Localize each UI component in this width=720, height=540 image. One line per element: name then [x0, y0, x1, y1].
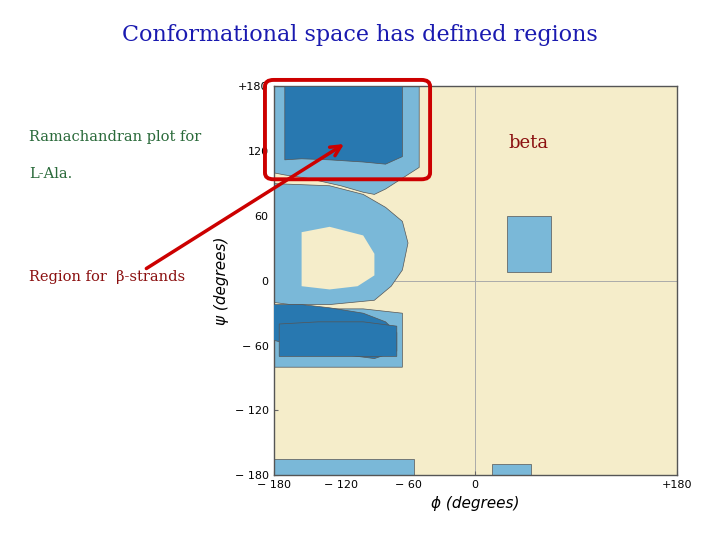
Polygon shape — [302, 227, 374, 289]
Polygon shape — [285, 86, 402, 164]
Text: Region for  β-strands: Region for β-strands — [29, 270, 185, 284]
Y-axis label: ψ (degrees): ψ (degrees) — [214, 237, 229, 325]
X-axis label: ϕ (degrees): ϕ (degrees) — [431, 496, 519, 511]
Polygon shape — [492, 464, 531, 475]
Polygon shape — [274, 184, 408, 305]
Text: L-Ala.: L-Ala. — [29, 167, 72, 181]
Polygon shape — [274, 86, 419, 194]
Text: Ramachandran plot for: Ramachandran plot for — [29, 130, 201, 144]
Polygon shape — [274, 459, 413, 475]
Polygon shape — [274, 309, 402, 367]
Polygon shape — [279, 322, 397, 356]
Polygon shape — [274, 305, 397, 359]
Text: Conformational space has defined regions: Conformational space has defined regions — [122, 24, 598, 46]
Text: beta: beta — [509, 133, 549, 152]
Polygon shape — [507, 216, 552, 272]
